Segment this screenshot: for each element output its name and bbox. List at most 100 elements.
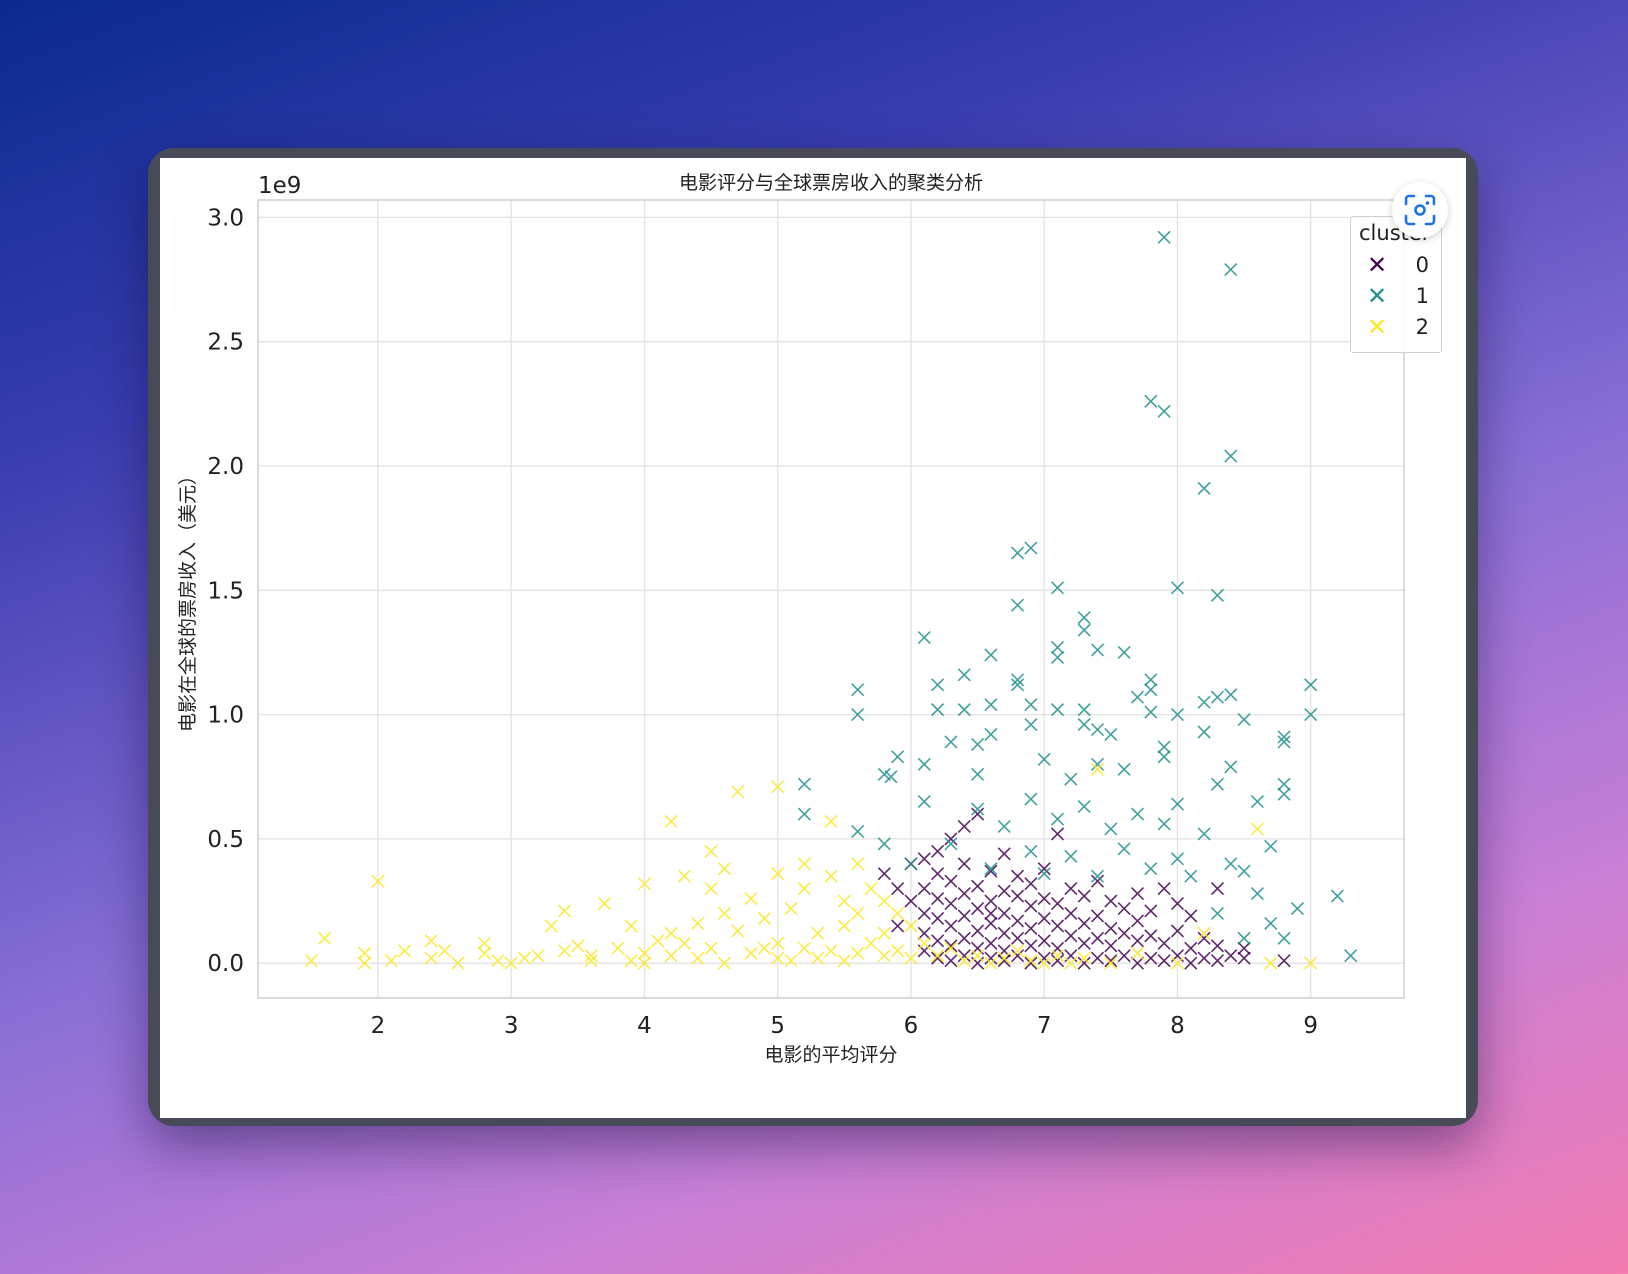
data-point-cluster-0: [997, 906, 1011, 921]
data-point-cluster-0: [931, 911, 945, 926]
y-tick-label: 2.0: [207, 454, 244, 480]
data-point-cluster-1: [1210, 777, 1225, 791]
data-point-cluster-0: [1064, 882, 1078, 896]
data-point-cluster-0: [877, 867, 891, 881]
data-point-cluster-2: [691, 951, 705, 965]
data-point-cluster-0: [917, 906, 931, 921]
data-point-cluster-1: [1144, 705, 1158, 719]
data-point-cluster-0: [1130, 914, 1145, 928]
data-point-cluster-0: [1037, 862, 1051, 876]
data-point-cluster-2: [717, 906, 731, 921]
data-point-cluster-2: [624, 919, 638, 933]
data-point-cluster-1: [1077, 800, 1091, 814]
data-point-cluster-2: [1130, 946, 1145, 960]
data-point-cluster-2: [1197, 926, 1211, 940]
data-point-cluster-0: [1037, 951, 1051, 965]
data-point-cluster-1: [1050, 581, 1065, 595]
data-point-cluster-1: [851, 824, 865, 839]
data-point-cluster-1: [1197, 827, 1211, 841]
data-point-cluster-2: [904, 919, 918, 933]
data-point-cluster-1: [1050, 703, 1065, 717]
data-point-cluster-2: [358, 956, 372, 970]
data-point-cluster-1: [1130, 807, 1145, 821]
data-point-cluster-1: [1277, 787, 1291, 801]
data-point-cluster-1: [1170, 581, 1185, 595]
data-point-cluster-0: [1210, 954, 1225, 968]
x-tick-label: 6: [904, 1013, 919, 1039]
data-point-cluster-0: [984, 951, 998, 965]
data-point-cluster-1: [1277, 730, 1291, 744]
data-point-cluster-0: [984, 936, 998, 950]
data-point-cluster-1: [1117, 645, 1131, 660]
data-point-cluster-1: [1144, 394, 1158, 408]
data-point-cluster-2: [371, 874, 385, 888]
data-point-cluster-2: [997, 951, 1011, 965]
data-point-cluster-1: [1010, 678, 1025, 692]
data-point-cluster-0: [944, 874, 958, 888]
data-point-cluster-2: [1304, 956, 1318, 970]
data-point-cluster-0: [917, 882, 931, 896]
data-point-cluster-2: [744, 946, 758, 960]
plot-area-frame: [257, 199, 1405, 999]
data-point-cluster-1: [1117, 842, 1131, 856]
data-point-cluster-0: [1157, 882, 1171, 896]
data-point-cluster-0: [1224, 949, 1238, 963]
x-tick-label: 5: [770, 1013, 785, 1039]
data-point-cluster-1: [1144, 673, 1158, 687]
data-point-cluster-2: [1024, 954, 1038, 968]
data-point-cluster-1: [1157, 750, 1171, 764]
data-point-cluster-1: [1264, 916, 1278, 930]
data-point-cluster-2: [717, 862, 731, 876]
legend-item-0: ✕ 0: [1367, 251, 1435, 279]
data-point-cluster-1: [1010, 598, 1025, 612]
legend-item-1: ✕ 1: [1367, 282, 1435, 310]
data-point-cluster-2: [1170, 956, 1185, 970]
data-point-cluster-0: [1130, 934, 1145, 948]
data-point-cluster-2: [704, 844, 718, 858]
data-point-cluster-2: [491, 954, 505, 968]
data-point-cluster-1: [1210, 588, 1225, 602]
data-point-cluster-2: [811, 951, 825, 965]
data-point-cluster-0: [931, 934, 945, 948]
data-point-cluster-1: [1277, 735, 1291, 749]
data-point-cluster-0: [1157, 954, 1171, 968]
data-point-cluster-0: [957, 819, 971, 834]
data-point-cluster-0: [997, 926, 1011, 940]
x-tick-label: 8: [1170, 1013, 1185, 1039]
data-point-cluster-0: [891, 882, 905, 896]
data-point-cluster-1: [1024, 792, 1038, 806]
data-point-cluster-0: [984, 906, 998, 921]
data-point-cluster-2: [944, 941, 958, 955]
y-tick-label: 1.0: [207, 703, 244, 729]
data-point-cluster-2: [1264, 956, 1278, 970]
scan-lens-button[interactable]: [1392, 182, 1448, 238]
data-point-cluster-1: [1024, 717, 1038, 732]
data-point-cluster-2: [664, 814, 678, 829]
data-point-cluster-2: [1104, 956, 1118, 970]
data-point-cluster-0: [997, 884, 1011, 898]
data-point-cluster-2: [864, 882, 878, 896]
x-marker-icon: ✕: [1367, 313, 1388, 341]
chart-canvas: 2 3 4 5 6 7 8 9 0.0 0.5 1.0 1.5 2.0 2.5 3.0 电影评分与全球票房收…: [160, 158, 1466, 1118]
data-point-cluster-0: [971, 924, 985, 938]
data-point-cluster-2: [984, 956, 998, 970]
data-point-cluster-0: [944, 939, 958, 953]
data-point-cluster-1: [1250, 887, 1264, 901]
data-point-cluster-2: [584, 949, 598, 963]
data-point-cluster-2: [611, 941, 625, 955]
data-point-cluster-0: [1117, 949, 1131, 963]
data-point-cluster-2: [797, 857, 811, 871]
data-point-cluster-0: [1024, 899, 1038, 913]
data-point-cluster-0: [1130, 956, 1145, 970]
data-point-cluster-0: [944, 896, 958, 911]
data-point-cluster-1: [1224, 760, 1238, 774]
data-point-cluster-1: [1144, 683, 1158, 697]
data-point-cluster-2: [1010, 944, 1025, 958]
data-point-cluster-1: [884, 770, 898, 784]
data-point-cluster-1: [971, 737, 985, 751]
y-tick-label: 0.0: [207, 951, 244, 977]
data-point-cluster-0: [1010, 869, 1025, 883]
scatter-plot: 2 3 4 5 6 7 8 9 0.0 0.5 1.0 1.5 2.0 2.5 3.0 电影评分与全球票房收…: [177, 172, 1405, 1066]
y-axis-label: 电影在全球的票房收入（美元）: [177, 466, 199, 732]
data-point-cluster-0: [1237, 951, 1251, 965]
